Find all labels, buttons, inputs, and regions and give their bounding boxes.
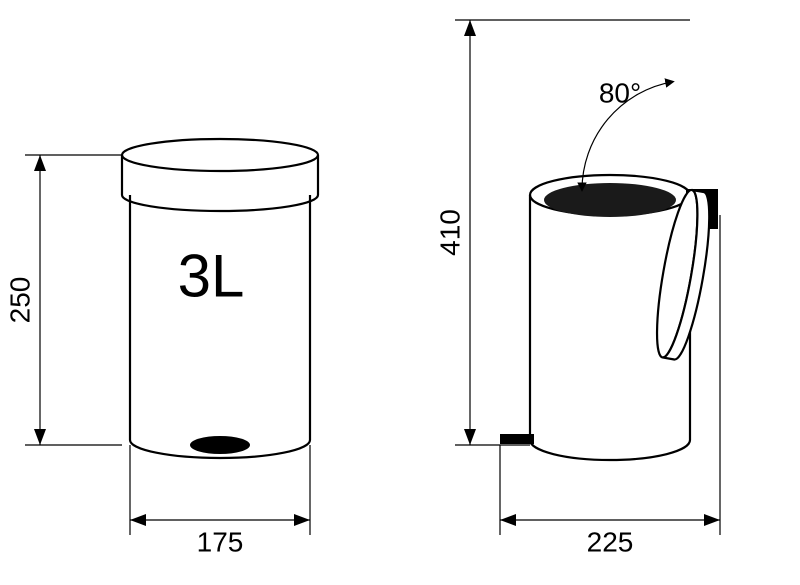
closed-bin-body xyxy=(130,195,310,458)
closed-width-value: 175 xyxy=(197,526,244,557)
closed-height-value: 250 xyxy=(4,277,35,324)
open-width-value: 225 xyxy=(587,526,634,557)
capacity-label: 3L xyxy=(178,243,245,310)
closed-bin-lid-top xyxy=(122,139,318,171)
open-height-value: 410 xyxy=(434,209,465,256)
open-bin xyxy=(500,82,718,460)
open-bin-pedal xyxy=(500,434,534,444)
open-bin-opening xyxy=(544,183,676,217)
lid-angle-value: 80° xyxy=(599,77,641,108)
closed-bin-pedal xyxy=(190,436,250,454)
